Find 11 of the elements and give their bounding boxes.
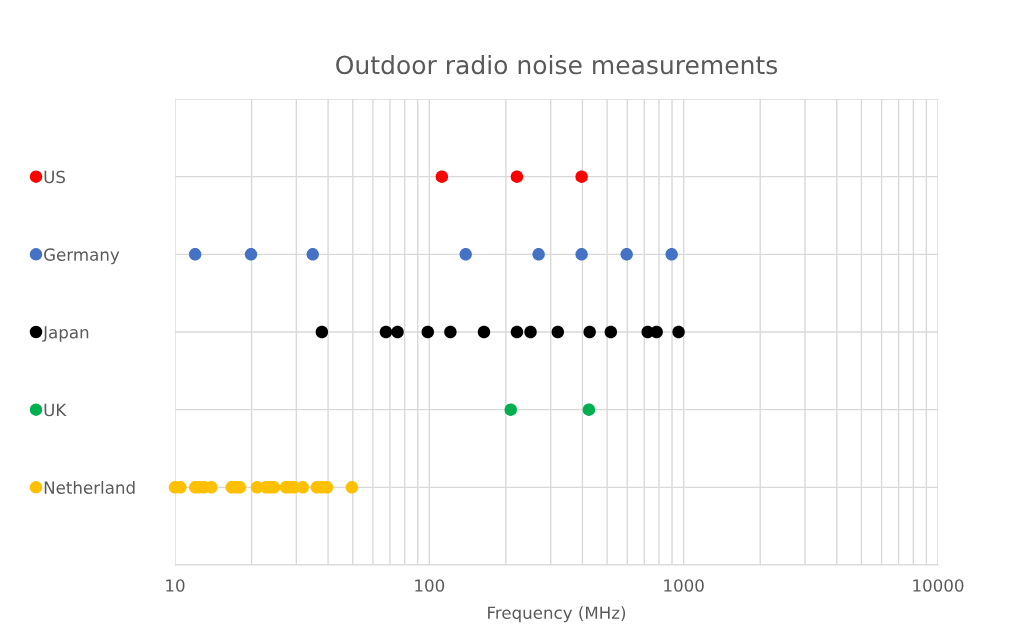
y-tick-label: UK: [44, 403, 67, 417]
y-tick-label: US: [44, 170, 65, 184]
y-tick-label: Germany: [44, 248, 120, 265]
chart-title: Outdoor radio noise measurements: [336, 55, 778, 75]
x-axis-title: Frequency (MHz): [488, 606, 626, 623]
y-tick-label: Netherland: [44, 481, 135, 494]
x-tick-label: 10000: [913, 579, 964, 592]
x-tick-label: 1000: [664, 579, 704, 592]
x-tick-label: 100: [415, 579, 445, 592]
x-tick-label: 10: [166, 579, 185, 592]
y-tick-label: Japan: [42, 326, 89, 342]
